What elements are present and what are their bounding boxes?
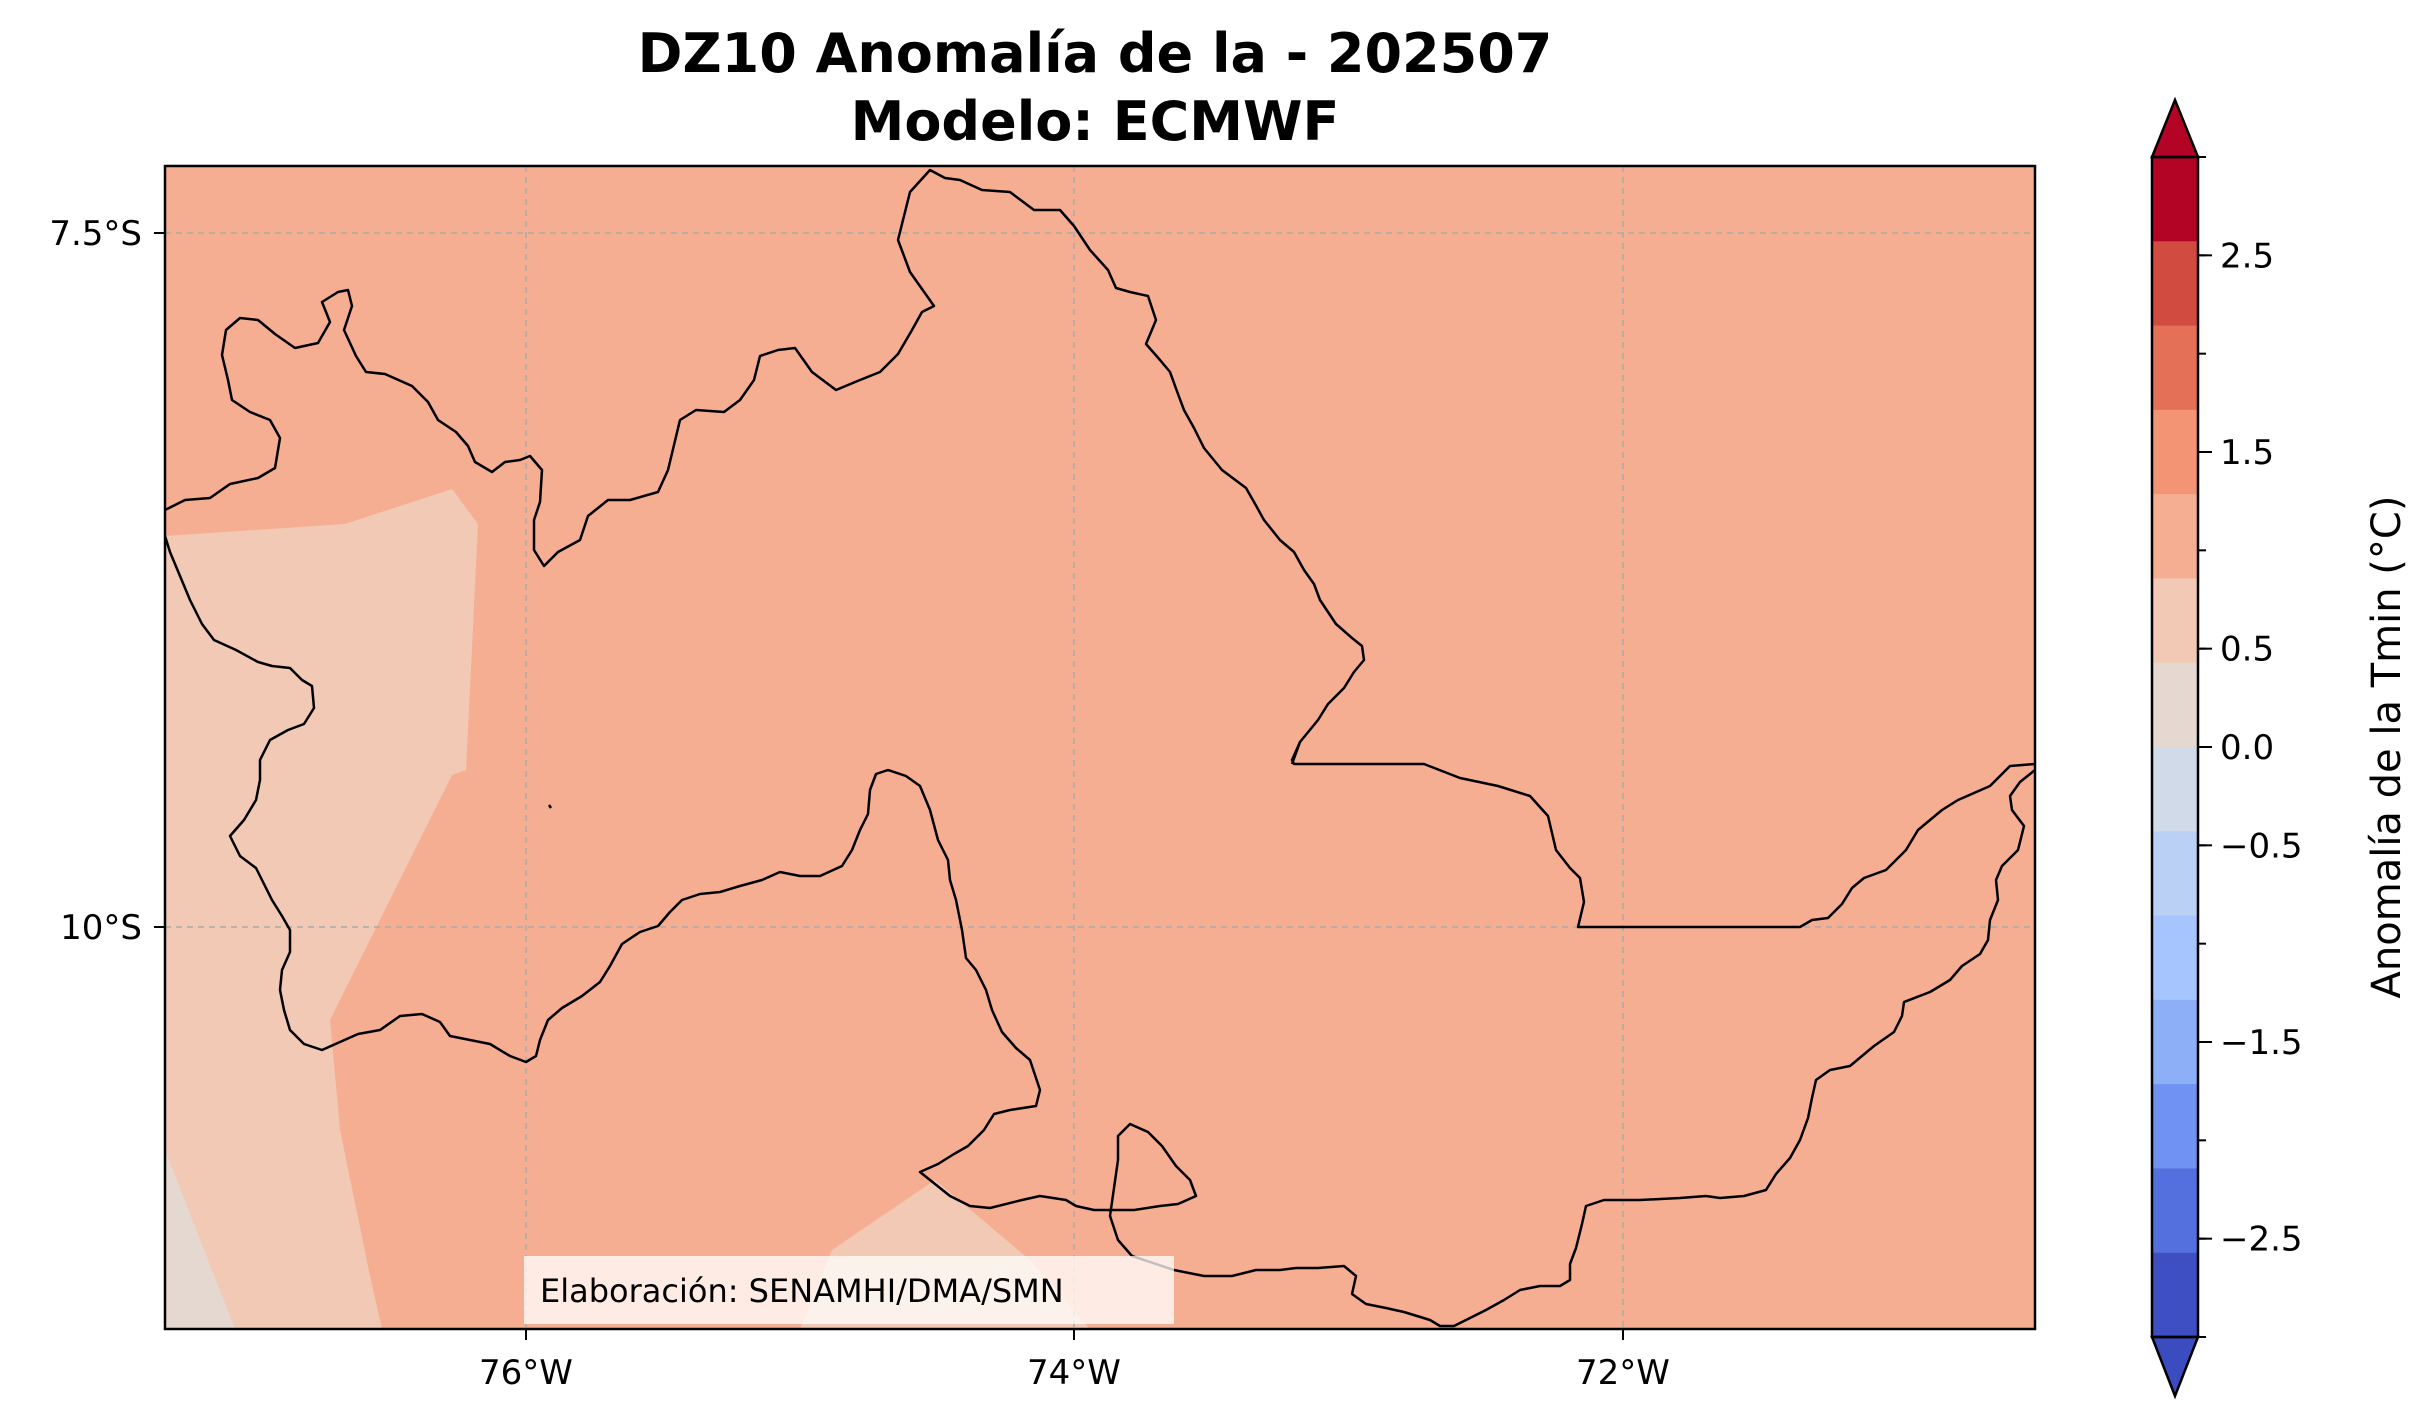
y-tick-label-7-5s: 7.5°S [49, 214, 142, 254]
x-tick-label-72w: 72°W [1576, 1353, 1670, 1393]
map-gridlines [165, 166, 2035, 1329]
chart-title-line2: Modelo: ECMWF [851, 90, 1340, 153]
map-panel: Elaboración: SENAMHI/DMA/SMN 76°W 74°W 7… [49, 164, 2037, 1393]
colorbar-tick-label: −2.5 [2220, 1220, 2303, 1260]
colorbar-band [2152, 915, 2198, 1001]
colorbar-label: Anomalía de la Tmin (°C) [2364, 496, 2410, 999]
anomaly-neutral-region-southwest [165, 1150, 235, 1329]
colorbar-tick-label: −1.5 [2220, 1023, 2303, 1063]
colorbar-band [2152, 578, 2198, 664]
border-north-segment [165, 168, 2035, 929]
credit-box [524, 1256, 1174, 1324]
colorbar-ticks: 2.5 1.5 0.5 0.0 −0.5 −1.5 −2.5 [2198, 156, 2303, 1338]
colorbar-tick-label: 2.5 [2220, 236, 2274, 276]
colorbar-tick-label: 1.5 [2220, 433, 2274, 473]
colorbar-tick-label: −0.5 [2220, 826, 2303, 866]
border-interior-segment [1290, 741, 1302, 765]
colorbar-band [2152, 831, 2198, 917]
region-borders [165, 168, 2035, 1328]
chart-title-line1: DZ10 Anomalía de la - 202507 [638, 22, 1553, 85]
colorbar-band [2152, 409, 2198, 495]
colorbar-tick-label: 0.0 [2220, 728, 2274, 768]
colorbar-band [2152, 999, 2198, 1085]
colorbar-extend-min [2150, 1335, 2200, 1400]
colorbar-bands [2152, 157, 2198, 1338]
colorbar-band [2152, 1084, 2198, 1169]
colorbar-tick-label: 0.5 [2220, 630, 2274, 670]
colorbar: 2.5 1.5 0.5 0.0 −0.5 −1.5 −2.5 Anomalía de la … [2150, 96, 2410, 1400]
x-tick-label-76w: 76°W [479, 1353, 573, 1393]
border-south-segment [165, 535, 2035, 1328]
colorbar-band [2152, 747, 2198, 832]
border-small-mark [547, 804, 553, 809]
anomaly-main-region [165, 166, 2035, 1329]
map-frame [163, 164, 2037, 1331]
y-tick-label-10s: 10°S [60, 908, 142, 948]
colorbar-band [2152, 325, 2198, 411]
y-axis-ticks [154, 232, 165, 928]
x-tick-label-74w: 74°W [1027, 1353, 1121, 1393]
credit-label: Elaboración: SENAMHI/DMA/SMN [540, 1272, 1064, 1310]
colorbar-band [2152, 241, 2198, 327]
colorbar-extend-max [2150, 96, 2200, 159]
colorbar-band [2152, 662, 2198, 748]
colorbar-band [2152, 1252, 2198, 1338]
colorbar-band [2152, 157, 2198, 242]
colorbar-band [2152, 1168, 2198, 1254]
colorbar-band [2152, 494, 2198, 579]
x-axis-ticks [525, 1329, 1624, 1340]
anomaly-light-region-west [165, 489, 478, 1329]
